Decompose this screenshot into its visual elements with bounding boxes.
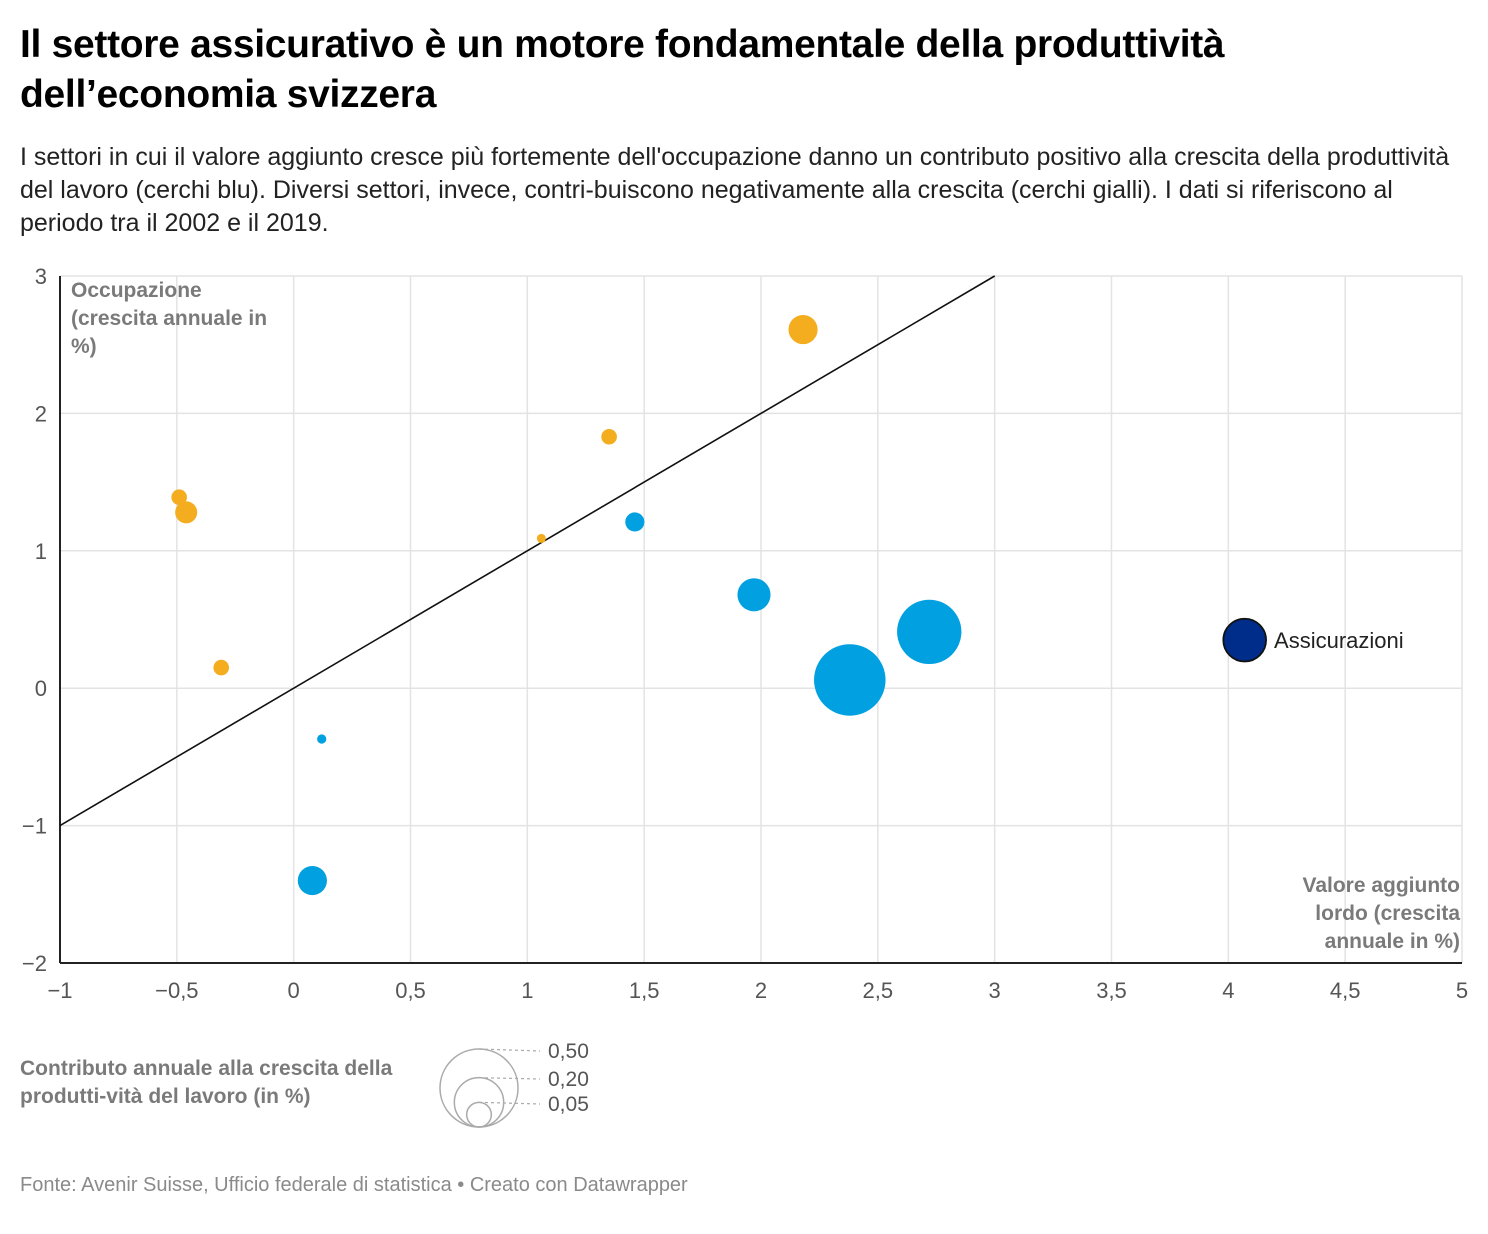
data-point-positive	[737, 578, 771, 612]
size-legend-leader	[478, 1077, 541, 1080]
size-legend-circle	[439, 1048, 519, 1128]
data-point-negative	[601, 428, 617, 445]
data-point-negative	[175, 501, 198, 524]
size-legend-leader	[478, 1101, 541, 1105]
data-point-positive	[297, 865, 327, 896]
y-tick-label: 3	[35, 264, 47, 289]
y-tick-label: 1	[35, 539, 47, 564]
footer: Fonte: Avenir Suisse, Ufficio federale d…	[20, 1174, 688, 1197]
x-tick-label: 2	[755, 978, 767, 1003]
x-tick-label: 0	[288, 978, 300, 1003]
data-point-positive	[897, 599, 962, 665]
y-tick-label: 2	[35, 401, 47, 426]
x-axis-title-line: annuale in %)	[1325, 930, 1460, 953]
size-legend-title: Contributo annuale alla crescita della p…	[20, 1057, 393, 1108]
size-legend-value: 0,05	[548, 1093, 589, 1116]
footer-credit: Creato con Datawrapper	[469, 1174, 688, 1196]
data-point-negative	[171, 489, 187, 506]
data-point-highlight	[1222, 617, 1267, 663]
footer-source: Fonte: Avenir Suisse, Ufficio federale d…	[20, 1174, 452, 1196]
point-label: Assicurazioni	[1274, 628, 1404, 653]
chart-subtitle: I settori in cui il valore aggiunto cres…	[20, 143, 1450, 237]
footer-separator: •	[451, 1174, 470, 1196]
size-legend: 0,50 0,200,05	[439, 1040, 589, 1128]
x-tick-label: −0,5	[155, 978, 198, 1003]
reference-line-group	[59, 275, 996, 827]
y-axis-title-line: Occupazione	[71, 279, 202, 302]
axis-titles: Occupazione (crescita annuale in%) Valore …	[71, 279, 1460, 953]
y-tick-label: 0	[35, 676, 47, 701]
x-tick-label: 3	[989, 978, 1001, 1003]
data-point-positive	[317, 734, 327, 744]
y-tick-label: −2	[22, 951, 47, 976]
size-legend-value: 0,50	[548, 1040, 589, 1063]
x-tick-label: 1	[521, 978, 533, 1003]
x-tick-label: 4	[1222, 978, 1234, 1003]
data-point-negative	[213, 659, 230, 676]
data-point-negative	[536, 533, 546, 543]
x-tick-label: 3,5	[1096, 978, 1127, 1003]
x-tick-label: 4,5	[1330, 978, 1361, 1003]
x-tick-label: −1	[47, 978, 72, 1003]
x-tick-label: 1,5	[629, 978, 660, 1003]
y-axis-title-line: %)	[71, 335, 97, 358]
y-axis-title-line: (crescita annuale in	[71, 307, 267, 330]
data-point-positive	[625, 512, 645, 532]
size-legend-circle	[465, 1101, 493, 1128]
x-tick-label: 2,5	[863, 978, 894, 1003]
reference-line	[59, 275, 996, 827]
x-tick-label: 5	[1456, 978, 1468, 1003]
data-point-positive	[814, 644, 886, 716]
size-legend-value: 0,20	[548, 1068, 589, 1091]
y-tick-label: −1	[22, 814, 47, 839]
chart-title: Il settore assicurativo è un motore fond…	[20, 23, 1225, 116]
data-points: Assicurazioni	[171, 314, 1404, 896]
x-axis-title-line: Valore aggiunto	[1302, 874, 1460, 897]
x-tick-label: 0,5	[395, 978, 426, 1003]
x-axis-title-line: lordo (crescita	[1315, 902, 1460, 925]
size-legend-leader	[478, 1048, 541, 1052]
data-point-negative	[788, 314, 818, 345]
